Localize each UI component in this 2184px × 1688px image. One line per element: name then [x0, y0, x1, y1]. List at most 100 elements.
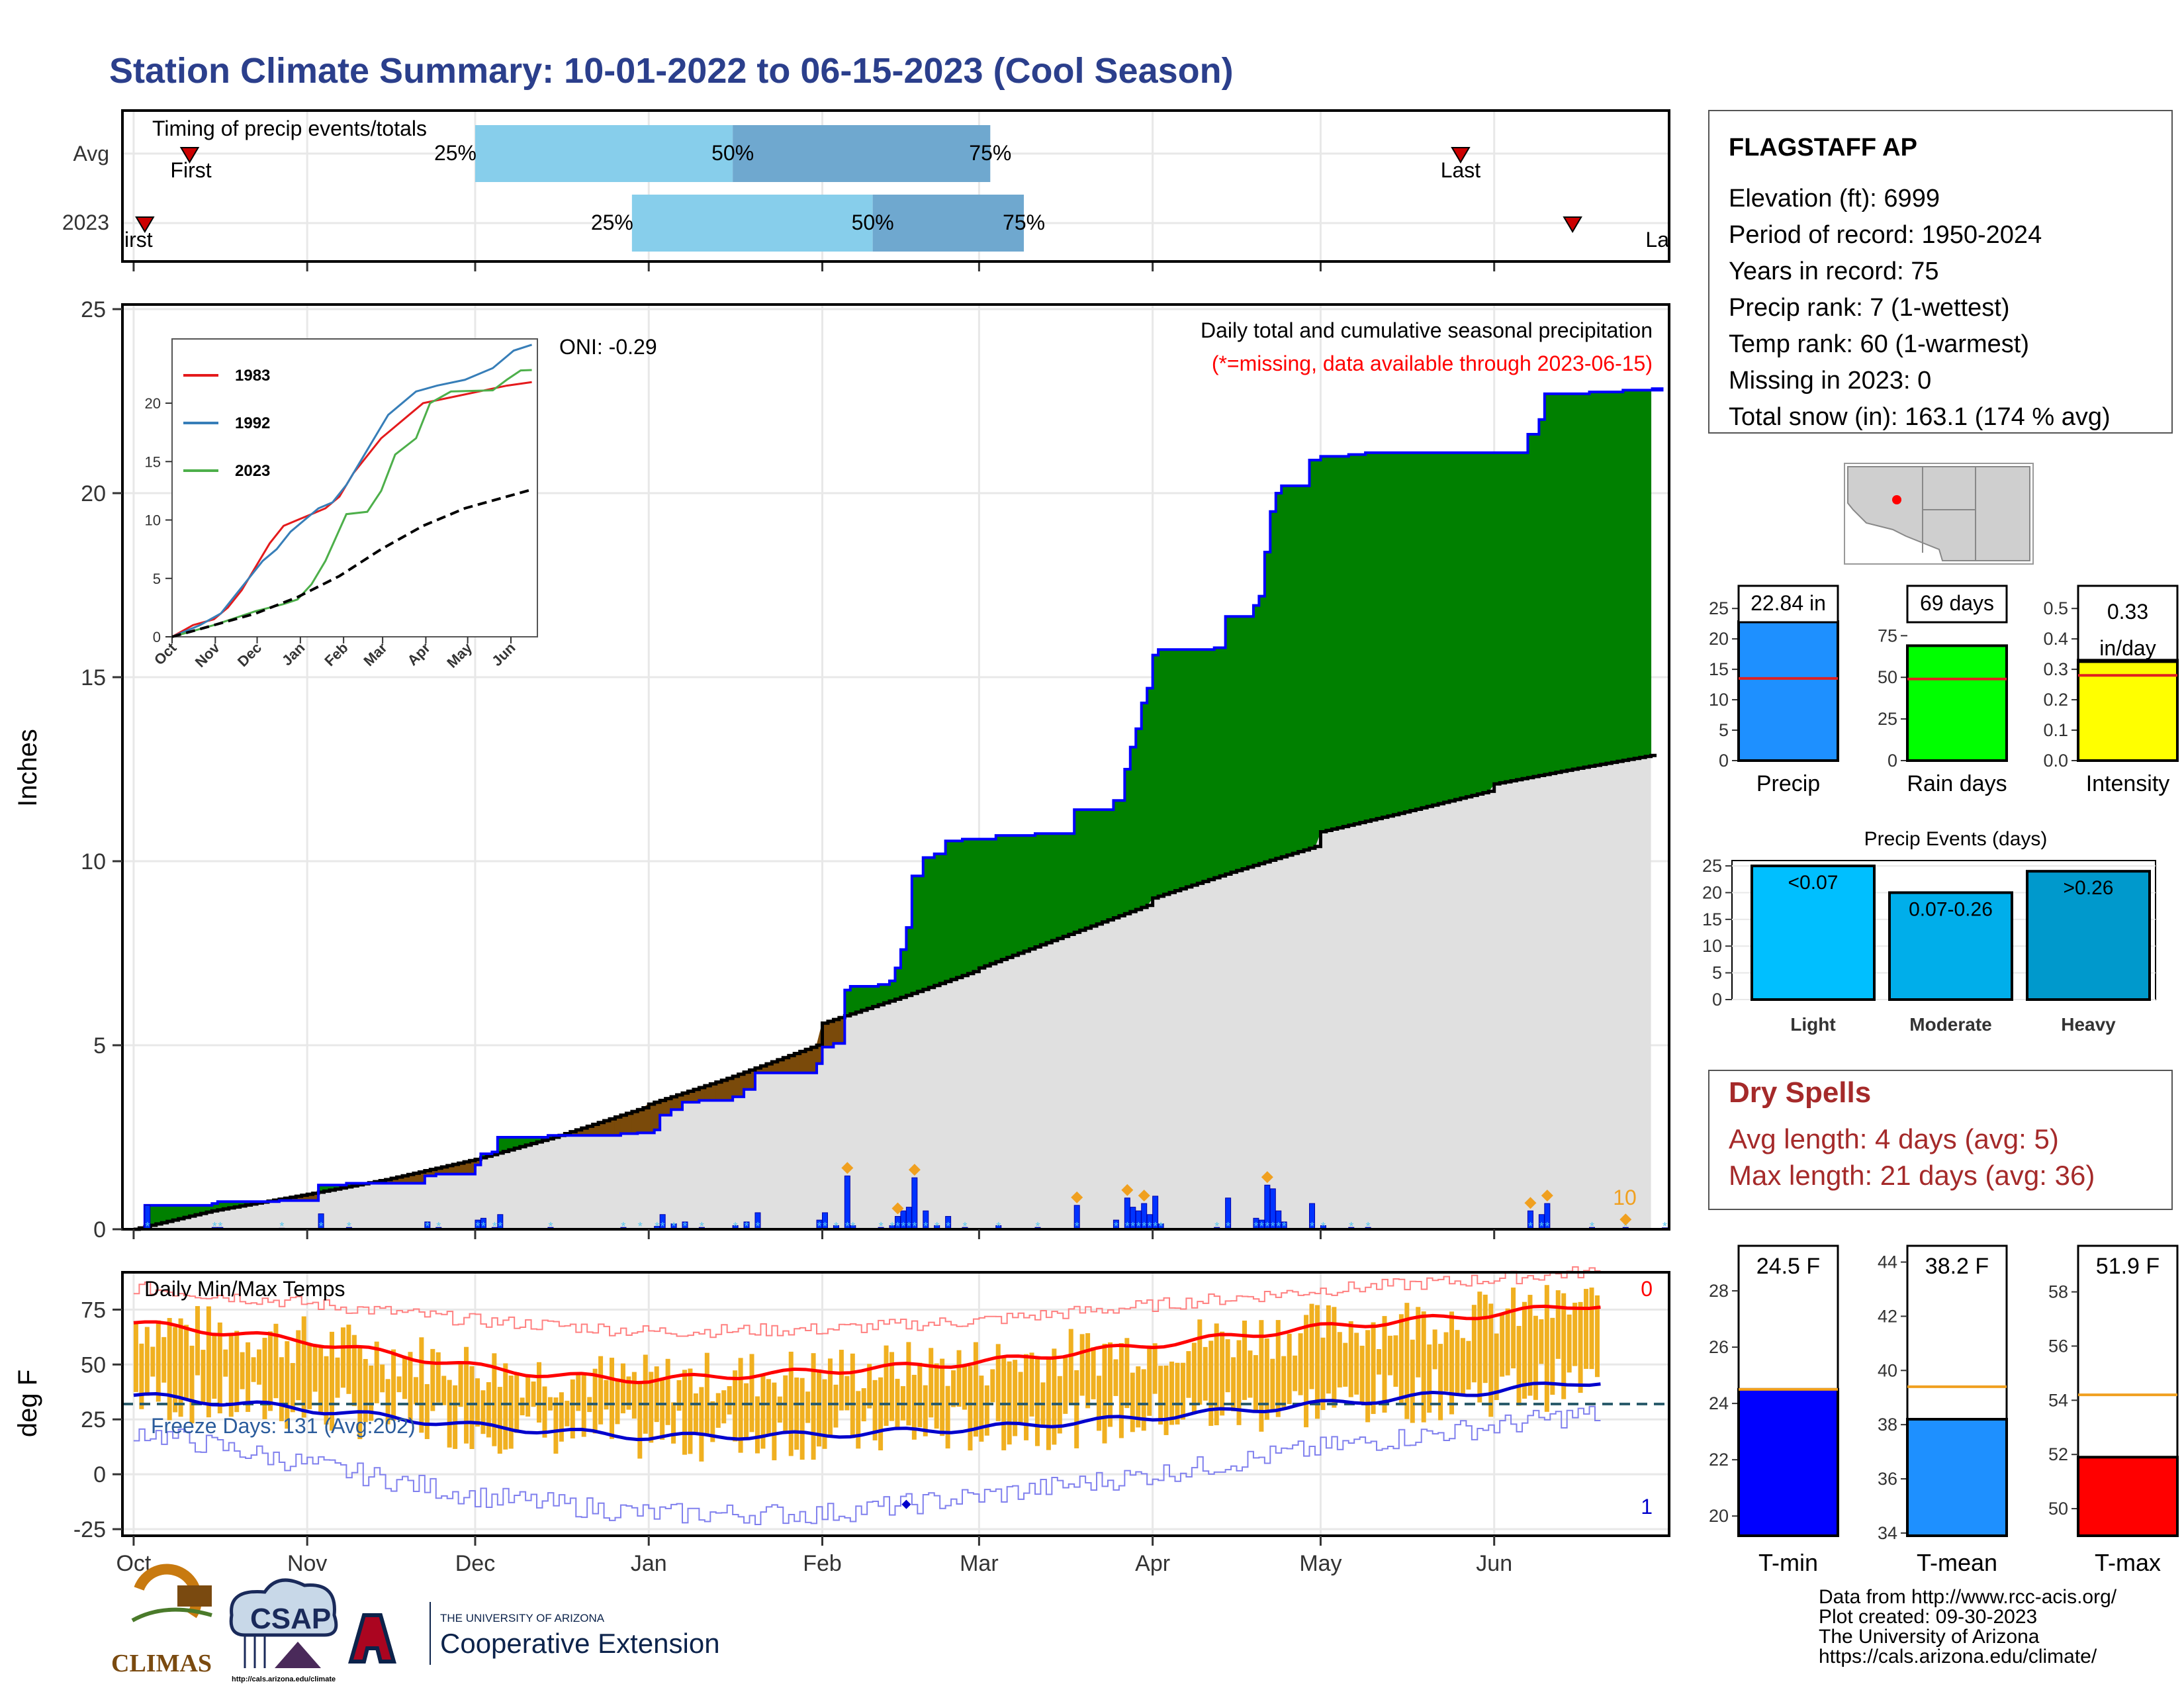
- ua-logo-big-text: Cooperative Extension: [440, 1628, 720, 1659]
- surplus-area: [1236, 616, 1243, 871]
- precip-events-chart: Precip Events (days) 0 5 10 15 20 25 <0.07 Ligh…: [1702, 828, 2156, 1035]
- surplus-area: [1135, 728, 1142, 910]
- last-event-label: Last: [1441, 158, 1481, 182]
- record-high-count: 0: [1641, 1277, 1653, 1301]
- inset-y-tick-label: 5: [153, 571, 161, 587]
- daily-temp-bar: [374, 1341, 379, 1403]
- trace-marker: *: [1539, 1220, 1544, 1233]
- daily-temp-bar: [1163, 1365, 1169, 1435]
- daily-temp-bar: [923, 1385, 928, 1436]
- surplus-area: [1421, 452, 1428, 809]
- last-event-marker: [1563, 216, 1582, 233]
- daily-temp-bar: [1460, 1338, 1465, 1394]
- trace-marker: *: [672, 1220, 676, 1233]
- daily-temp-bar: [727, 1386, 732, 1415]
- csap-logo: CSAP http://cals.arizona.edu/climate: [229, 1578, 338, 1683]
- daily-temp-bar: [1091, 1347, 1096, 1399]
- surplus-area: [1012, 835, 1019, 956]
- surplus-area: [923, 857, 929, 990]
- totals-y-tick-label: 5: [1719, 720, 1729, 740]
- trace-marker: *: [700, 1220, 704, 1233]
- daily-temp-bar: [184, 1325, 189, 1400]
- daily-temp-bar: [240, 1352, 245, 1389]
- surplus-area: [1426, 452, 1433, 807]
- daily-temp-bar: [973, 1342, 978, 1437]
- surplus-area: [1314, 459, 1321, 847]
- daily-temp-bar: [1594, 1295, 1600, 1378]
- daily-temp-bar: [1298, 1333, 1303, 1395]
- station-line-years: Years in record: 75: [1729, 258, 1939, 285]
- daily-temp-bar: [777, 1396, 782, 1423]
- totals-y-tick-label: 0.4: [2043, 629, 2068, 649]
- daily-temp-bar: [435, 1352, 441, 1403]
- surplus-area: [1230, 616, 1238, 873]
- temp-summary-y-tick-label: 36: [1878, 1469, 1897, 1489]
- inset-y-tick-label: 15: [145, 453, 161, 470]
- daily-temp-bar: [1259, 1320, 1264, 1432]
- daily-temp-bar: [1539, 1319, 1544, 1364]
- daily-temp-bar: [1567, 1314, 1572, 1373]
- daily-temp-bar: [1275, 1320, 1281, 1417]
- record-day-marker: [841, 1162, 854, 1174]
- daily-temp-bar: [1236, 1340, 1242, 1425]
- daily-temp-bar: [1231, 1357, 1236, 1411]
- temp-y-tick-label: 0: [93, 1462, 106, 1487]
- trace-marker: *: [660, 1220, 665, 1233]
- daily-temp-bar: [1482, 1294, 1488, 1383]
- daily-temp-bar: [402, 1358, 407, 1399]
- event-bar-value-label: <0.07: [1788, 872, 1839, 894]
- surplus-area: [1242, 616, 1248, 870]
- temp-summary-value-label: 24.5 F: [1756, 1254, 1820, 1279]
- events-y-tick-label: 20: [1702, 882, 1722, 902]
- trace-marker: *: [1366, 1220, 1371, 1233]
- trace-marker: *: [879, 1220, 884, 1233]
- temp-y-tick-label: -25: [73, 1517, 106, 1542]
- daily-temp-bar: [1477, 1291, 1482, 1403]
- surplus-area: [1091, 809, 1097, 927]
- trace-marker: *: [850, 1220, 855, 1233]
- trace-marker: *: [1590, 1220, 1594, 1233]
- event-bar-light: [1751, 865, 1876, 1001]
- surplus-area: [978, 839, 985, 968]
- temp-x-tick-label: Jan: [631, 1551, 667, 1576]
- surplus-area: [1460, 452, 1467, 799]
- daily-temp-bar: [1068, 1329, 1073, 1403]
- surplus-area: [1471, 452, 1478, 796]
- locator-map: [1844, 463, 2034, 565]
- daily-temp-bar: [301, 1316, 306, 1418]
- daily-temp-bar: [1432, 1329, 1437, 1370]
- daily-temp-bar: [1494, 1333, 1499, 1401]
- trace-marker: *: [907, 1220, 911, 1233]
- totals-y-tick-label: 10: [1709, 690, 1729, 710]
- trace-marker: *: [1253, 1220, 1258, 1233]
- temp-summary-bar-t-min: [1737, 1387, 1839, 1537]
- event-bar-value-label: >0.26: [2064, 877, 2114, 899]
- surplus-area: [1633, 389, 1641, 759]
- footer-line-org: The University of Arizona: [1819, 1626, 2040, 1648]
- inset-y-tick-label: 10: [145, 512, 161, 529]
- daily-temp-bar: [1471, 1305, 1477, 1383]
- record-low-count: 1: [1641, 1495, 1653, 1519]
- daily-temp-bar: [296, 1330, 301, 1401]
- daily-temp-bar: [884, 1345, 889, 1427]
- daily-temp-bar: [631, 1372, 637, 1419]
- trace-marker: *: [1159, 1220, 1163, 1233]
- trace-marker: *: [1321, 1220, 1326, 1233]
- totals-y-tick-label: 50: [1878, 667, 1897, 687]
- daily-temp-bar: [794, 1377, 799, 1450]
- surplus-area: [1549, 393, 1557, 774]
- daily-temp-bar: [262, 1337, 267, 1420]
- precip-y-tick-label: 5: [93, 1033, 106, 1058]
- daily-temp-bar: [844, 1376, 850, 1411]
- daily-temp-bar: [660, 1379, 665, 1440]
- daily-temp-bar: [1488, 1303, 1494, 1417]
- daily-temp-bar: [693, 1393, 698, 1435]
- daily-temp-bar: [1314, 1305, 1320, 1419]
- daily-temp-bar: [1242, 1321, 1247, 1400]
- timing-bar-25-50: [631, 195, 873, 252]
- daily-temp-bar: [1253, 1355, 1258, 1412]
- surplus-area: [1454, 452, 1461, 800]
- surplus-area: [1326, 455, 1332, 831]
- trace-marker: *: [475, 1220, 480, 1233]
- daily-temp-bar: [1029, 1352, 1034, 1417]
